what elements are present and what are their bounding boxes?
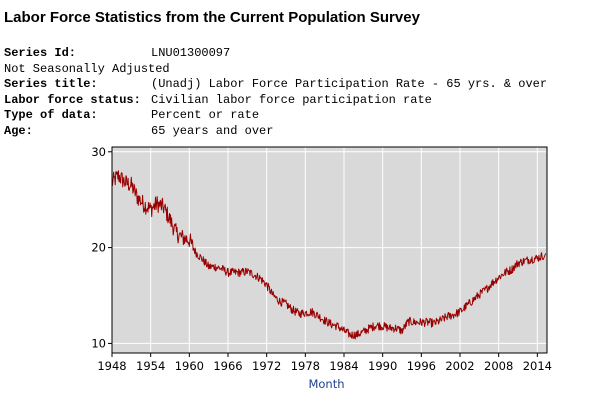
series-id-row: Series Id: LNU01300097 [4,46,547,62]
x-tick-label: 2014 [523,359,552,373]
gridlines [111,147,547,353]
x-tick-label: 1972 [252,359,281,373]
type-of-data-label: Type of data: [4,108,98,122]
y-tick-label: 30 [91,145,106,159]
x-tick-label: 1990 [368,359,397,373]
x-tick-label: 1954 [136,359,165,373]
labor-force-status-label: Labor force status: [4,92,141,107]
type-of-data-row: Type of data: Percent or rate [4,108,547,124]
seasonal-adjustment-note: Not Seasonally Adjusted [4,61,170,76]
x-tick-label: 1966 [213,359,242,373]
x-tick-label: 1984 [329,359,358,373]
page-title: Labor Force Statistics from the Current … [4,9,420,26]
age-label: Age: [4,123,33,138]
y-tick-label: 20 [91,241,106,255]
x-tick-label: 1978 [291,359,320,373]
labor-force-status-value: Civilian labor force participation rate [151,92,432,107]
seasonal-adjustment-row: Not Seasonally Adjusted [4,62,547,78]
type-of-data-value: Percent or rate [151,108,260,122]
x-tick-label: 1948 [97,359,126,373]
age-value: 65 years and over [151,123,274,138]
x-tick-label: 1996 [407,359,436,373]
x-tick-label: 2008 [484,359,513,373]
plot-frame [111,146,548,354]
x-axis: 1948 1954 1960 1966 1972 1978 1984 1990 1996 2002… [97,353,552,373]
series-id-label: Series Id: [4,46,77,60]
series-id-value: LNU01300097 [151,46,231,60]
labor-force-status-row: Labor force status: Civilian labor force… [4,93,547,109]
series-title-label: Series title: [4,77,98,91]
y-tick-label: 10 [91,336,106,350]
series-metadata: Series Id: LNU01300097 Not Seasonally Ad… [4,46,547,139]
series-title-row: Series title: (Unadj) Labor Force Partic… [4,77,547,93]
line-chart: 1948 1954 1960 1966 1972 1978 1984 1990 1996 2002… [91,145,552,391]
series-title-value: (Unadj) Labor Force Participation Rate -… [151,77,548,91]
x-axis-title: Month [308,377,344,391]
plot-area [112,147,547,353]
series-layer [111,170,547,340]
series-line [111,170,547,340]
x-tick-label: 2002 [445,359,474,373]
y-axis: 10 20 30 [91,145,112,350]
x-tick-label: 1960 [175,359,204,373]
age-row: Age: 65 years and over [4,124,547,140]
